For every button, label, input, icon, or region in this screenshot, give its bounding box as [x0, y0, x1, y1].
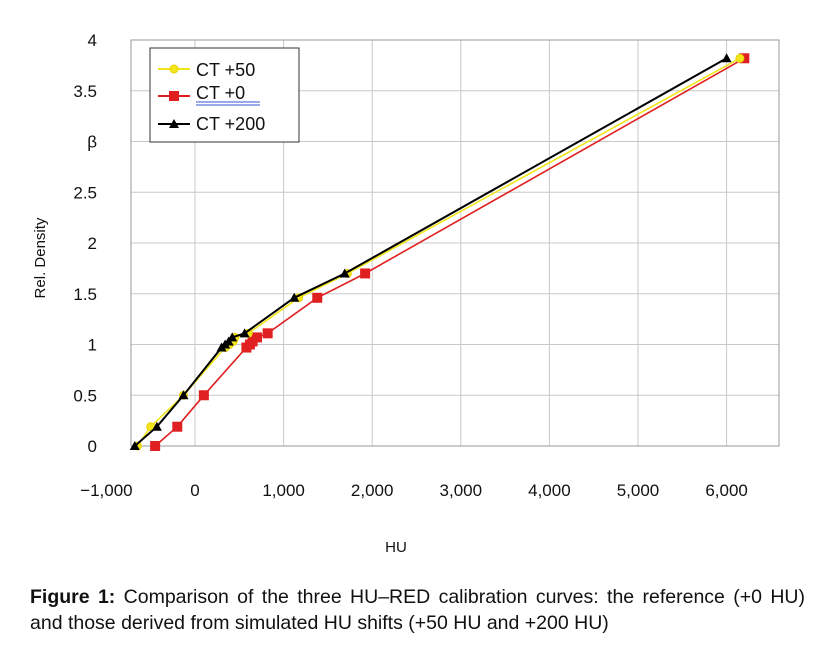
- data-point: [360, 268, 371, 279]
- legend-label-ct50: CT +50: [196, 60, 255, 80]
- y-tick-label: 3.5: [73, 82, 97, 101]
- data-point: [312, 292, 323, 303]
- y-tick-label: β: [87, 133, 97, 152]
- caption-text: Comparison of the three HU–RED calibrati…: [30, 586, 806, 634]
- legend: CT +50 CT +0 CT +200: [149, 47, 300, 143]
- data-point: [239, 328, 250, 338]
- x-axis-ticks: −1,000 0 1,000 2,000 3,000 4,000 5,000 6,000: [80, 481, 748, 500]
- legend-marker-ct0: [169, 91, 179, 101]
- legend-label-ct200: CT +200: [196, 114, 265, 134]
- data-point: [735, 53, 745, 63]
- data-point: [339, 268, 350, 278]
- data-point: [129, 441, 140, 450]
- x-tick-label: 4,000: [528, 481, 571, 500]
- x-tick-label: 1,000: [262, 481, 305, 500]
- y-axis-ticks: 0 0.5 1 1.5 2 2.5 β 3.5 4: [73, 31, 97, 456]
- data-point: [150, 441, 161, 451]
- y-tick-label: 2: [88, 234, 97, 253]
- y-tick-label: 1.5: [73, 285, 97, 304]
- chart: 0 0.5 1 1.5 2 2.5 β 3.5 4 −1,000 0 1,000 2,000 3,000…: [32, 31, 780, 556]
- legend-marker-ct50: [169, 64, 179, 74]
- data-point: [252, 332, 263, 343]
- plot-frame: [130, 39, 780, 447]
- y-tick-label: 0.5: [73, 386, 97, 405]
- series-ct-200: [129, 53, 732, 450]
- figure-caption: Figure 1: Comparison of the three HU–RED…: [30, 584, 805, 636]
- x-axis-title: HU: [385, 539, 407, 556]
- y-axis-title: Rel. Density: [32, 217, 49, 298]
- data-point: [289, 292, 300, 302]
- caption-label: Figure 1:: [30, 586, 116, 608]
- x-tick-label: 3,000: [440, 481, 483, 500]
- data-point: [227, 332, 238, 342]
- legend-marker-ct200: [169, 119, 179, 128]
- y-tick-label: 2.5: [73, 183, 97, 202]
- series: [129, 53, 750, 451]
- x-tick-label: 0: [190, 481, 199, 500]
- series-ct-0: [150, 53, 750, 451]
- x-tick-label: 5,000: [617, 481, 660, 500]
- y-tick-label: 0: [88, 437, 97, 456]
- data-point: [151, 421, 162, 431]
- data-point: [178, 390, 189, 400]
- data-point: [262, 328, 273, 339]
- y-tick-label: 1: [88, 336, 97, 355]
- x-tick-label: −1,000: [80, 481, 132, 500]
- legend-label-ct0: CT +0: [196, 83, 245, 103]
- x-tick-label: 6,000: [705, 481, 748, 500]
- x-tick-label: 2,000: [351, 481, 394, 500]
- data-point: [198, 390, 209, 401]
- data-point: [721, 53, 732, 63]
- data-point: [172, 421, 183, 432]
- y-tick-label: 4: [88, 31, 97, 50]
